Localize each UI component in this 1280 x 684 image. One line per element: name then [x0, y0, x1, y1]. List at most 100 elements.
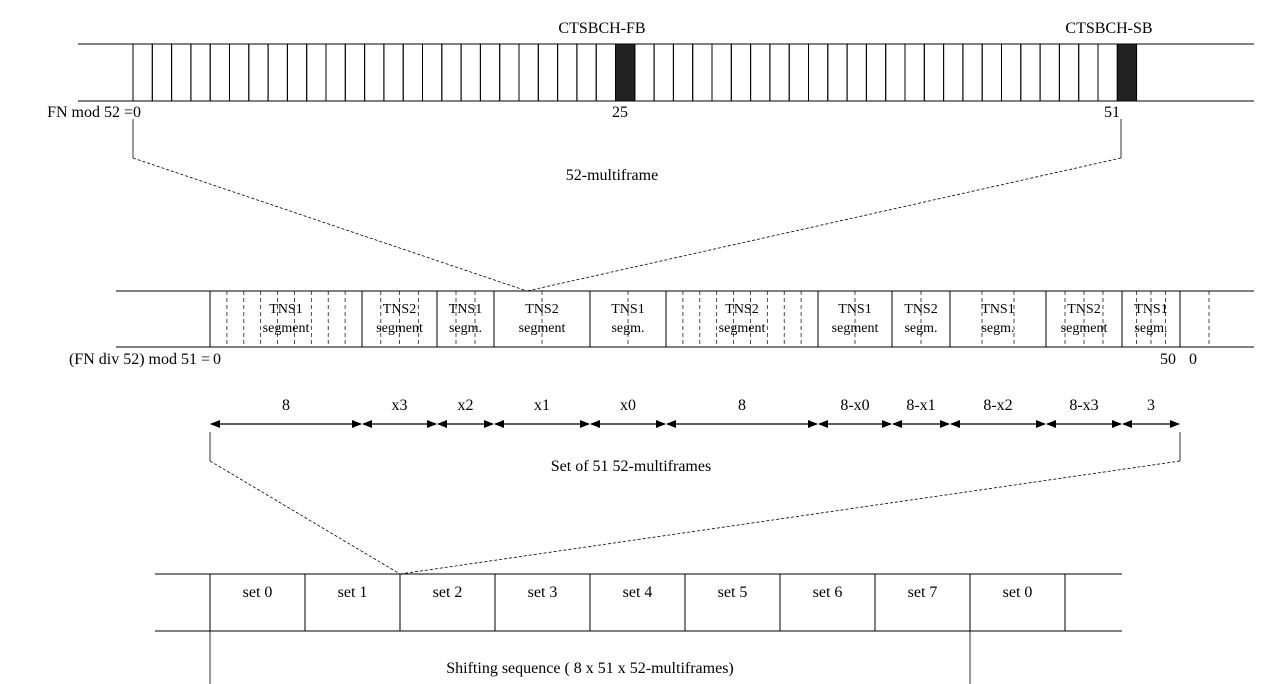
segment-label-7-line2: segm. [904, 321, 937, 336]
multiframe-slot-2 [171, 43, 192, 102]
multiframe-slot-46 [1020, 43, 1041, 102]
length-label-3: x1 [534, 397, 550, 414]
shift-set-label-1: set 1 [338, 584, 368, 601]
set-of-51-group: TNS1 segment TNS2 segment TNS1 segm. TNS2 segme… [69, 290, 1254, 575]
segment-label-10-line1: TNS1 [1134, 302, 1167, 317]
segment-label-3-line1: TNS2 [525, 302, 558, 317]
multiframe-slot-10 [325, 43, 346, 102]
segment-labels: TNS1 segment TNS2 segment TNS1 segm. TNS2 segme… [263, 302, 1168, 336]
multiframe-slot-45 [1001, 43, 1022, 102]
shifting-sequence-caption: Shifting sequence ( 8 x 51 x 52-multifra… [446, 660, 734, 677]
segment-label-0-line2: segment [263, 321, 310, 336]
multiframe-slot-47 [1039, 43, 1060, 102]
length-label-2: x2 [458, 397, 474, 414]
multiframe-slot-32 [750, 43, 771, 102]
multiframe-slot-36 [827, 43, 848, 102]
shift-set-boxes: set 0 set 1 set 2 set 3 set 4 set 5 set 6 set 7… [209, 574, 1066, 631]
multiframe-slot-43 [962, 43, 983, 102]
length-label-8: 8-x2 [983, 397, 1012, 414]
segment-label-7-line1: TNS2 [904, 302, 937, 317]
segment-label-1-line2: segment [376, 321, 423, 336]
multiframe-slot-0 [132, 43, 153, 102]
multiframe-slot-19 [499, 43, 520, 102]
multiframe-slot-1 [151, 43, 173, 102]
segment-label-2-line1: TNS1 [449, 302, 482, 317]
length-label-10: 3 [1147, 397, 1155, 414]
length-label-0: 8 [282, 397, 290, 414]
multiframe-slot-9 [306, 43, 327, 102]
multiframe-slot-29 [692, 43, 713, 102]
multiframe-slot-5 [229, 43, 250, 102]
multiframe-slot-37 [846, 43, 867, 102]
multiframe-slot-49 [1078, 43, 1099, 102]
multiframe-slot-51-highlighted [1116, 43, 1138, 102]
multiframe-slot-20 [518, 43, 539, 102]
shift-set-label-6: set 6 [813, 584, 843, 601]
segment-label-9-line2: segment [1061, 321, 1108, 336]
shift-set-label-8: set 0 [1003, 584, 1033, 601]
multiframe-slot-3 [190, 43, 211, 102]
multiframe-slot-41 [923, 43, 945, 102]
zoom-line-right-2 [399, 460, 1181, 575]
shift-set-label-3: set 3 [528, 584, 558, 601]
length-label-4: x0 [620, 397, 636, 414]
segment-label-10-line2: segm. [1134, 321, 1167, 336]
segment-label-1-line1: TNS2 [383, 302, 416, 317]
segment-label-5-line2: segment [719, 321, 766, 336]
multiframe-slot-4 [209, 43, 230, 102]
multiframe-slot-25-highlighted [615, 43, 636, 102]
segment-label-4-line1: TNS1 [611, 302, 644, 317]
fn-mod-52-label: FN mod 52 = [47, 104, 133, 121]
shift-set-label-4: set 4 [623, 584, 653, 601]
multiframe-slot-18 [479, 43, 501, 102]
multiframe-slot-11 [344, 43, 366, 102]
multiframe-52-group: CTSBCH-FB CTSBCH-SB FN mod 52 = 0 25 51 … [47, 20, 1254, 292]
multiframe-slot-12 [364, 43, 385, 102]
multiframe-slot-24 [595, 43, 617, 102]
multiframe-52-caption: 52-multiframe [566, 167, 658, 184]
segment-label-8-line1: TNS1 [981, 302, 1014, 317]
length-label-9: 8-x3 [1069, 397, 1098, 414]
shift-set-label-7: set 7 [908, 584, 938, 601]
set-of-51-caption: Set of 51 52-multiframes [551, 458, 711, 475]
segment-label-3-line2: segment [519, 321, 566, 336]
segment-label-8-line2: segm. [981, 321, 1014, 336]
fn-tick-25: 25 [612, 104, 628, 121]
multiframe-slot-30 [711, 43, 732, 102]
segment-label-0-line1: TNS1 [269, 302, 302, 317]
multiframe-slot-14 [402, 43, 424, 102]
multiframe-slot-26 [634, 43, 655, 102]
multiframe-slots [132, 43, 1138, 102]
multiframe-slot-17 [460, 43, 481, 102]
multiframe-slot-23 [576, 43, 597, 102]
segment-length-arrows: 8 x3 x2 x1 x0 8 8-x0 8-x1 8-x2 8-x3 3 [210, 397, 1180, 428]
zoom-line-left-2 [209, 460, 401, 575]
shift-set-label-2: set 2 [433, 584, 463, 601]
segment-label-2-line2: segm. [449, 321, 482, 336]
set51-tick-0-next: 0 [1189, 351, 1197, 368]
zoom-line-right-1 [526, 157, 1122, 292]
length-label-5: 8 [738, 397, 746, 414]
multiframe-slot-28 [672, 43, 694, 102]
multiframe-slot-8 [286, 43, 308, 102]
multiframe-slot-39 [885, 43, 906, 102]
fn-tick-0: 0 [133, 104, 141, 121]
segment-label-6-line1: TNS1 [838, 302, 871, 317]
set51-tick-0: 0 [213, 351, 221, 368]
multiframe-slot-33 [769, 43, 790, 102]
fn-div-52-label: (FN div 52) mod 51 = [69, 351, 210, 368]
shift-set-label-5: set 5 [718, 584, 748, 601]
fn-tick-51: 51 [1104, 104, 1120, 121]
length-label-1: x3 [392, 397, 408, 414]
multiframe-slot-21 [537, 43, 559, 102]
multiframe-slot-27 [653, 43, 674, 102]
multiframe-slot-48 [1058, 43, 1080, 102]
multiframe-slot-50 [1097, 43, 1118, 102]
multiframe-slot-40 [904, 43, 925, 102]
multiframe-slot-13 [383, 43, 404, 102]
multiframe-slot-22 [557, 43, 578, 102]
segment-label-5-line1: TNS2 [725, 302, 758, 317]
ctsbch-sb-label: CTSBCH-SB [1065, 20, 1152, 37]
multiframe-slot-6 [248, 43, 269, 102]
